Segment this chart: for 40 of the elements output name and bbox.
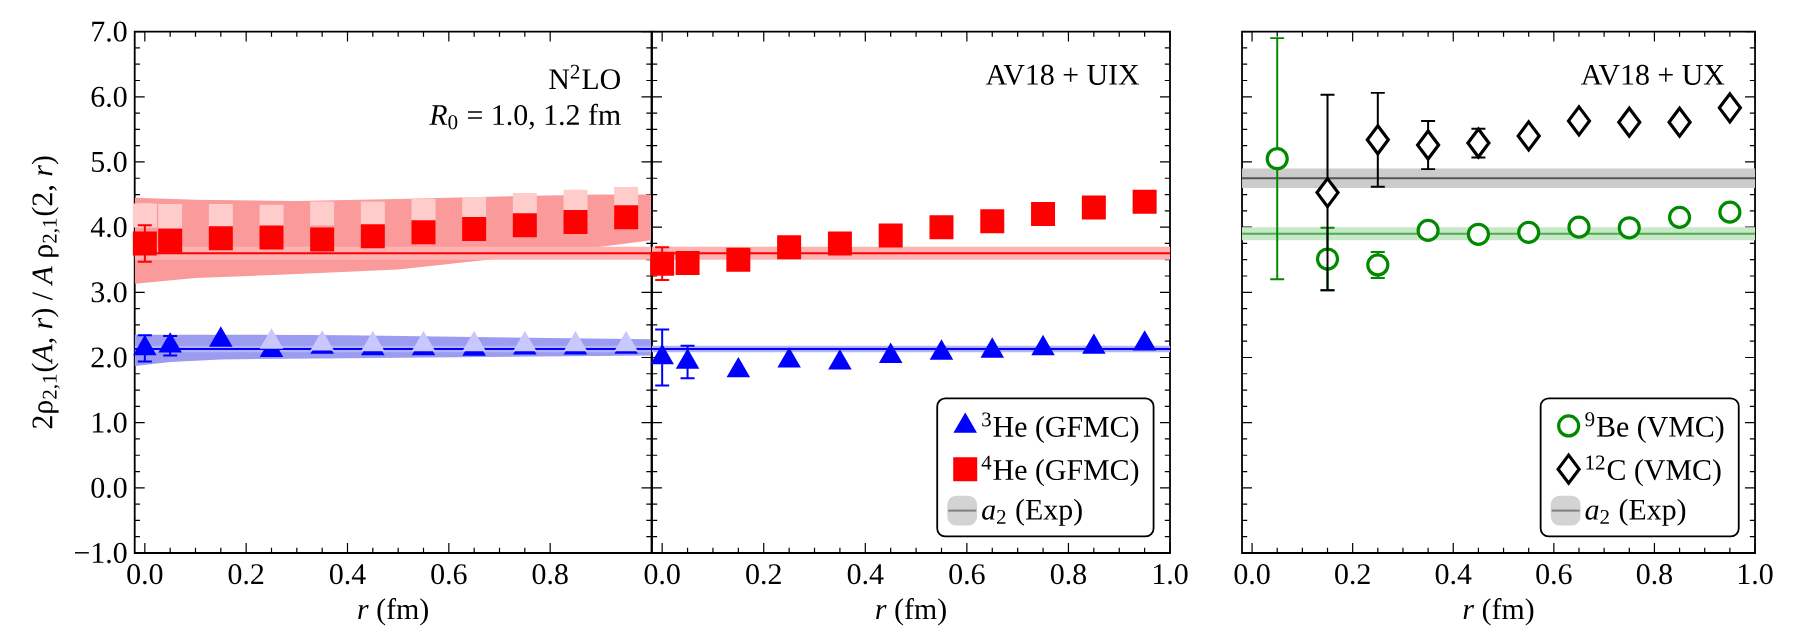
x-tick-label: 0.2 xyxy=(746,564,781,585)
x-tick-label: 0.8 xyxy=(1050,564,1086,585)
x-tick-label: 0.8 xyxy=(1636,564,1672,585)
legend-label: $^{9}$Be (VMC) xyxy=(1585,412,1724,443)
x-tick-label: 0.6 xyxy=(431,564,467,585)
x-tick-label: 1.0 xyxy=(1153,564,1188,585)
x-axis-title: r (fm) xyxy=(1463,598,1534,626)
x-tick-label: 0.2 xyxy=(228,564,264,585)
y-tick-label: 5.0 xyxy=(92,151,127,173)
annotation: AV18 + UIX xyxy=(985,64,1140,86)
y-tick-label: 2.0 xyxy=(91,347,127,368)
x-tick-label: 0.0 xyxy=(1234,564,1270,585)
y-tick-label: 6.0 xyxy=(91,86,127,107)
x-tick-label: 0.4 xyxy=(847,564,884,585)
y-tick-label: 7.0 xyxy=(92,21,127,42)
y-tick-label: −1.0 xyxy=(74,542,127,564)
legend-label: a$_{2}$ (Exp) xyxy=(1585,498,1686,526)
y-tick-label: 1.0 xyxy=(92,412,127,433)
x-tick-label: 0.0 xyxy=(644,564,680,585)
y-tick-label: 4.0 xyxy=(90,216,127,238)
annotation: AV18 + UX xyxy=(1581,64,1725,86)
x-tick-label: 0.6 xyxy=(949,564,985,585)
x-tick-label: 0.8 xyxy=(532,564,568,585)
legend-label: a$_{2}$ (Exp) xyxy=(982,498,1082,526)
x-axis-title: r (fm) xyxy=(358,598,428,626)
y-tick-label: 0.0 xyxy=(91,477,127,498)
legend-label: $^{12}$C (VMC) xyxy=(1586,455,1721,487)
x-tick-label: 0.0 xyxy=(127,564,163,585)
x-tick-label: 0.6 xyxy=(1536,564,1572,585)
x-tick-label: 0.4 xyxy=(329,564,366,585)
x-tick-label: 0.2 xyxy=(1335,564,1370,585)
x-axis-title: r (fm) xyxy=(876,598,946,626)
text: 2ρ$_{2,1}$(A, r) / A ρ$_{2,1}$(2, r) xyxy=(31,156,60,429)
annotation: N$^{2}$LO xyxy=(549,64,620,90)
y-tick-label: 3.0 xyxy=(91,282,127,303)
legend-label: $^{4}$He (GFMC) xyxy=(981,455,1139,487)
legend-label: $^{3}$He (GFMC) xyxy=(982,412,1139,444)
annotation: R$_{0}$ = 1.0, 1.2 fm xyxy=(429,103,621,130)
x-tick-label: 1.0 xyxy=(1738,564,1773,585)
x-tick-label: 0.4 xyxy=(1435,564,1472,585)
